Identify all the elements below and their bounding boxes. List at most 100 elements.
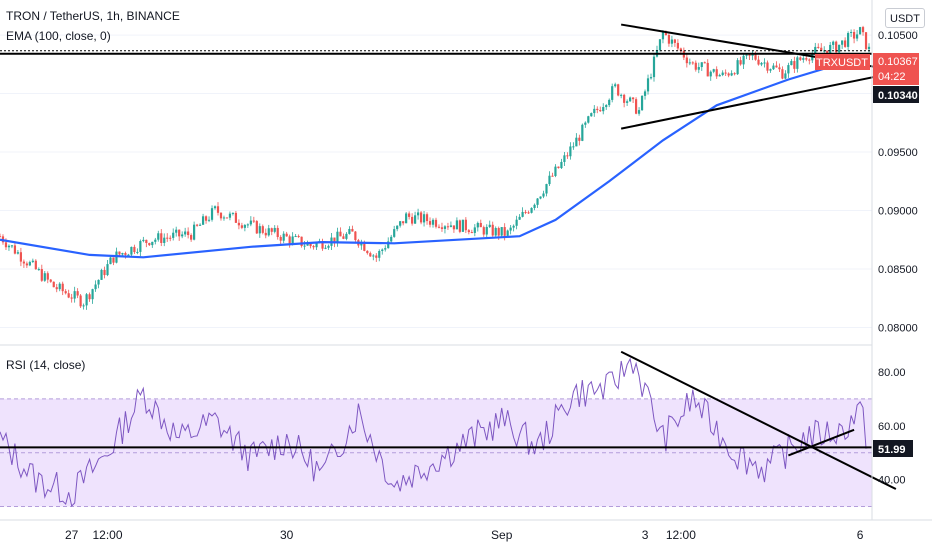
candle-body bbox=[273, 227, 276, 232]
candle-body bbox=[175, 229, 178, 233]
rsi-trendline bbox=[788, 428, 855, 457]
candle-body bbox=[351, 228, 354, 232]
candle-body bbox=[142, 239, 145, 242]
rsi-line bbox=[0, 357, 870, 507]
countdown-label: 04:22 bbox=[878, 71, 906, 83]
candle-body bbox=[37, 269, 40, 271]
currency-button[interactable]: USDT bbox=[885, 8, 925, 28]
candle-body bbox=[61, 283, 64, 292]
candle-body bbox=[500, 227, 503, 236]
price-trendline bbox=[620, 70, 903, 130]
candle-body bbox=[309, 243, 312, 247]
candle-body bbox=[434, 219, 438, 227]
candle-body bbox=[736, 60, 739, 75]
candle-body bbox=[545, 184, 548, 194]
candle-body bbox=[482, 227, 485, 235]
candle-body bbox=[715, 69, 718, 77]
ema-legend[interactable]: EMA (100, close, 0) bbox=[6, 29, 111, 43]
candle-body bbox=[748, 54, 751, 56]
candle-body bbox=[772, 65, 775, 70]
candle-body bbox=[829, 44, 832, 55]
candle-body bbox=[375, 255, 378, 258]
candle-body bbox=[461, 219, 464, 232]
candle-body bbox=[285, 233, 288, 237]
time-tick-label: 30 bbox=[280, 528, 294, 542]
candle-body bbox=[64, 291, 67, 294]
candle-body bbox=[548, 175, 551, 185]
candle-body bbox=[509, 227, 512, 231]
candle-body bbox=[637, 110, 641, 114]
candle-body bbox=[43, 273, 46, 281]
candle-body bbox=[805, 58, 808, 60]
candle-body bbox=[464, 219, 467, 231]
candle-body bbox=[724, 72, 727, 74]
candle-body bbox=[422, 214, 426, 223]
candle-body bbox=[225, 217, 229, 219]
candle-body bbox=[530, 207, 533, 213]
candle-body bbox=[551, 175, 554, 177]
candle-body bbox=[294, 236, 297, 238]
candle-body bbox=[614, 84, 617, 87]
candle-body bbox=[169, 237, 172, 239]
candle-body bbox=[608, 99, 611, 106]
symbol-legend[interactable]: TRON / TetherUS, 1h, BINANCE bbox=[6, 9, 180, 23]
candle-body bbox=[706, 62, 709, 77]
candles bbox=[0, 25, 871, 310]
candle-body bbox=[148, 243, 151, 246]
candle-body bbox=[643, 91, 647, 96]
candle-body bbox=[55, 287, 58, 290]
candle-body bbox=[76, 291, 79, 296]
candle-body bbox=[22, 261, 25, 264]
candle-body bbox=[712, 69, 715, 72]
candle-body bbox=[763, 62, 766, 64]
rsi-trendline bbox=[620, 350, 897, 490]
candle-body bbox=[602, 107, 605, 112]
candle-body bbox=[497, 228, 500, 236]
candle-body bbox=[742, 55, 745, 65]
candle-body bbox=[267, 228, 270, 236]
candle-body bbox=[431, 219, 435, 225]
candle-body bbox=[617, 84, 620, 96]
candle-body bbox=[661, 31, 665, 40]
candle-body bbox=[640, 95, 644, 111]
candle-body bbox=[620, 94, 623, 96]
candle-body bbox=[584, 122, 587, 125]
candle-body bbox=[572, 146, 575, 148]
candle-body bbox=[841, 40, 844, 45]
rsi-tick-label: 60.00 bbox=[878, 421, 906, 433]
rsi-axis[interactable]: 80.00 60.00 40.00 bbox=[878, 367, 906, 487]
candle-body bbox=[416, 212, 420, 216]
candle-body bbox=[688, 62, 691, 64]
candle-body bbox=[184, 231, 187, 235]
candle-body bbox=[590, 113, 593, 117]
candle-body bbox=[599, 110, 602, 112]
price-tick-label: 0.10500 bbox=[878, 30, 918, 42]
symbol-tag-bg bbox=[815, 54, 870, 70]
candle-body bbox=[844, 40, 847, 47]
candle-body bbox=[670, 39, 674, 44]
candle-body bbox=[91, 289, 94, 300]
line-price-tag-bg bbox=[873, 86, 919, 103]
candle-body bbox=[479, 222, 482, 228]
candle-body bbox=[673, 39, 677, 43]
candle-body bbox=[339, 231, 342, 237]
candle-body bbox=[118, 251, 121, 255]
candle-body bbox=[649, 77, 653, 79]
last-price-tag-bg bbox=[873, 53, 919, 85]
time-tick-label: 12:00 bbox=[92, 528, 122, 542]
candle-body bbox=[198, 224, 202, 226]
candle-body bbox=[512, 225, 515, 228]
candle-body bbox=[327, 245, 330, 248]
candle-body bbox=[506, 230, 509, 236]
price-tick-label: 0.08000 bbox=[878, 322, 918, 334]
candle-body bbox=[130, 246, 133, 255]
candle-body bbox=[151, 241, 154, 246]
rsi-legend[interactable]: RSI (14, close) bbox=[6, 358, 86, 372]
candle-body bbox=[222, 217, 226, 219]
price-axis[interactable]: 0.105000.100000.095000.090000.085000.080… bbox=[878, 30, 918, 334]
candle-body bbox=[443, 226, 447, 229]
candle-body bbox=[775, 65, 778, 68]
